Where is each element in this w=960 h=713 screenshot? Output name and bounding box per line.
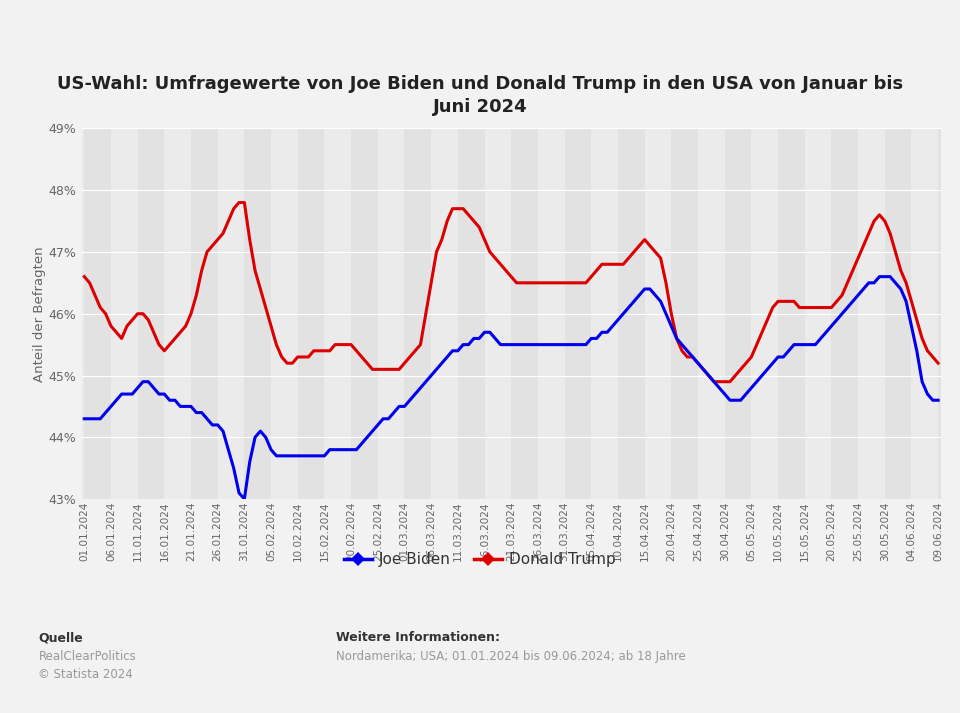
Bar [752,128,778,499]
Bar [111,128,137,499]
Y-axis label: Anteil der Befragten: Anteil der Befragten [34,246,46,381]
Text: Quelle: Quelle [38,631,84,644]
Legend: Joe Biden, Donald Trump: Joe Biden, Donald Trump [338,546,622,573]
Bar [591,128,618,499]
Bar [164,128,191,499]
Bar [725,128,752,499]
Text: Nordamerika; USA; 01.01.2024 bis 09.06.2024; ab 18 Jahre: Nordamerika; USA; 01.01.2024 bis 09.06.2… [336,650,685,663]
Bar [271,128,298,499]
Bar [804,128,831,499]
Bar [191,128,218,499]
Bar [245,128,271,499]
Bar [618,128,644,499]
Bar [351,128,378,499]
Bar [671,128,698,499]
Bar [911,128,938,499]
Bar [404,128,431,499]
Bar [458,128,485,499]
Bar [378,128,404,499]
Bar [298,128,324,499]
Text: US-Wahl: Umfragewerte von Joe Biden und Donald Trump in den USA von Januar bis
J: US-Wahl: Umfragewerte von Joe Biden und … [57,75,903,116]
Bar [885,128,911,499]
Bar [698,128,725,499]
Text: © Statista 2024: © Statista 2024 [38,668,133,681]
Bar [938,128,941,499]
Bar [485,128,512,499]
Bar [564,128,591,499]
Bar [511,128,538,499]
Bar [137,128,164,499]
Bar [324,128,351,499]
Text: Weitere Informationen:: Weitere Informationen: [336,631,500,644]
Bar [538,128,564,499]
Bar [831,128,858,499]
Bar [644,128,671,499]
Bar [84,128,111,499]
Text: RealClearPolitics: RealClearPolitics [38,650,136,663]
Bar [778,128,804,499]
Bar [431,128,458,499]
Bar [858,128,885,499]
Bar [218,128,245,499]
